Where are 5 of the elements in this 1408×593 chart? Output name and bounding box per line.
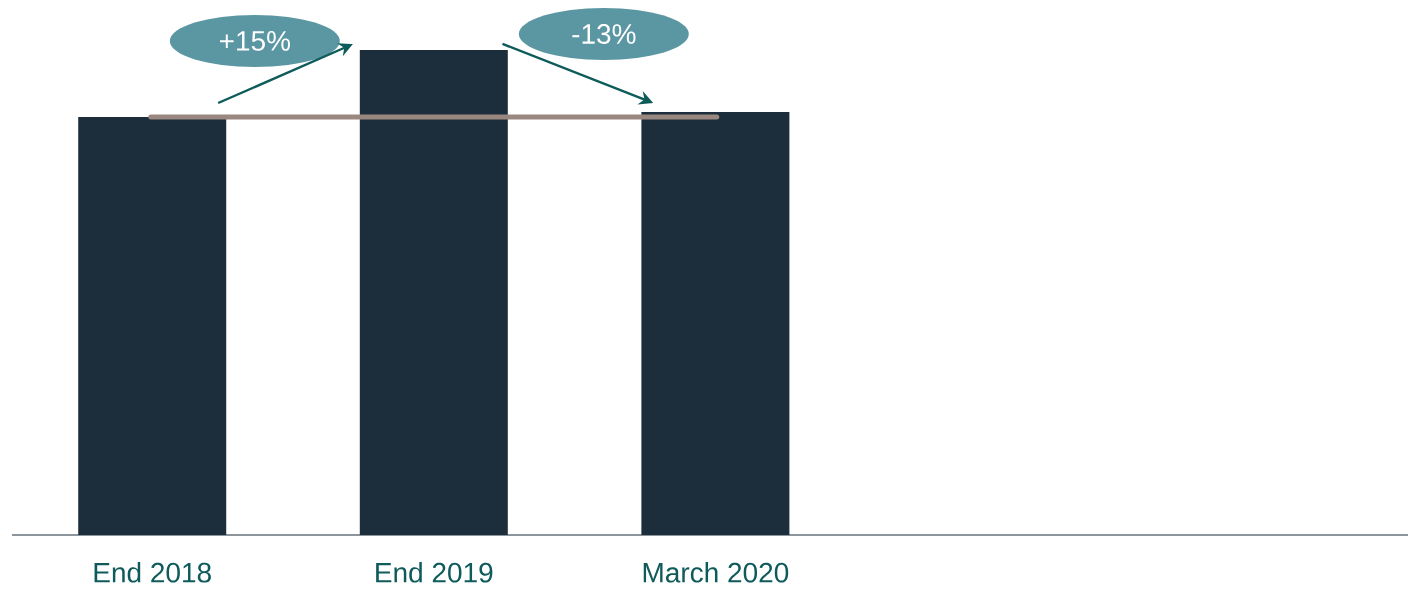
x-tick-label: March 2020 [643,562,789,583]
annotation: +15% [220,31,291,51]
x-tick-label: End 2019 [376,562,493,583]
text: -13% [572,24,636,44]
x-tick-label: End 2018 [94,562,211,583]
